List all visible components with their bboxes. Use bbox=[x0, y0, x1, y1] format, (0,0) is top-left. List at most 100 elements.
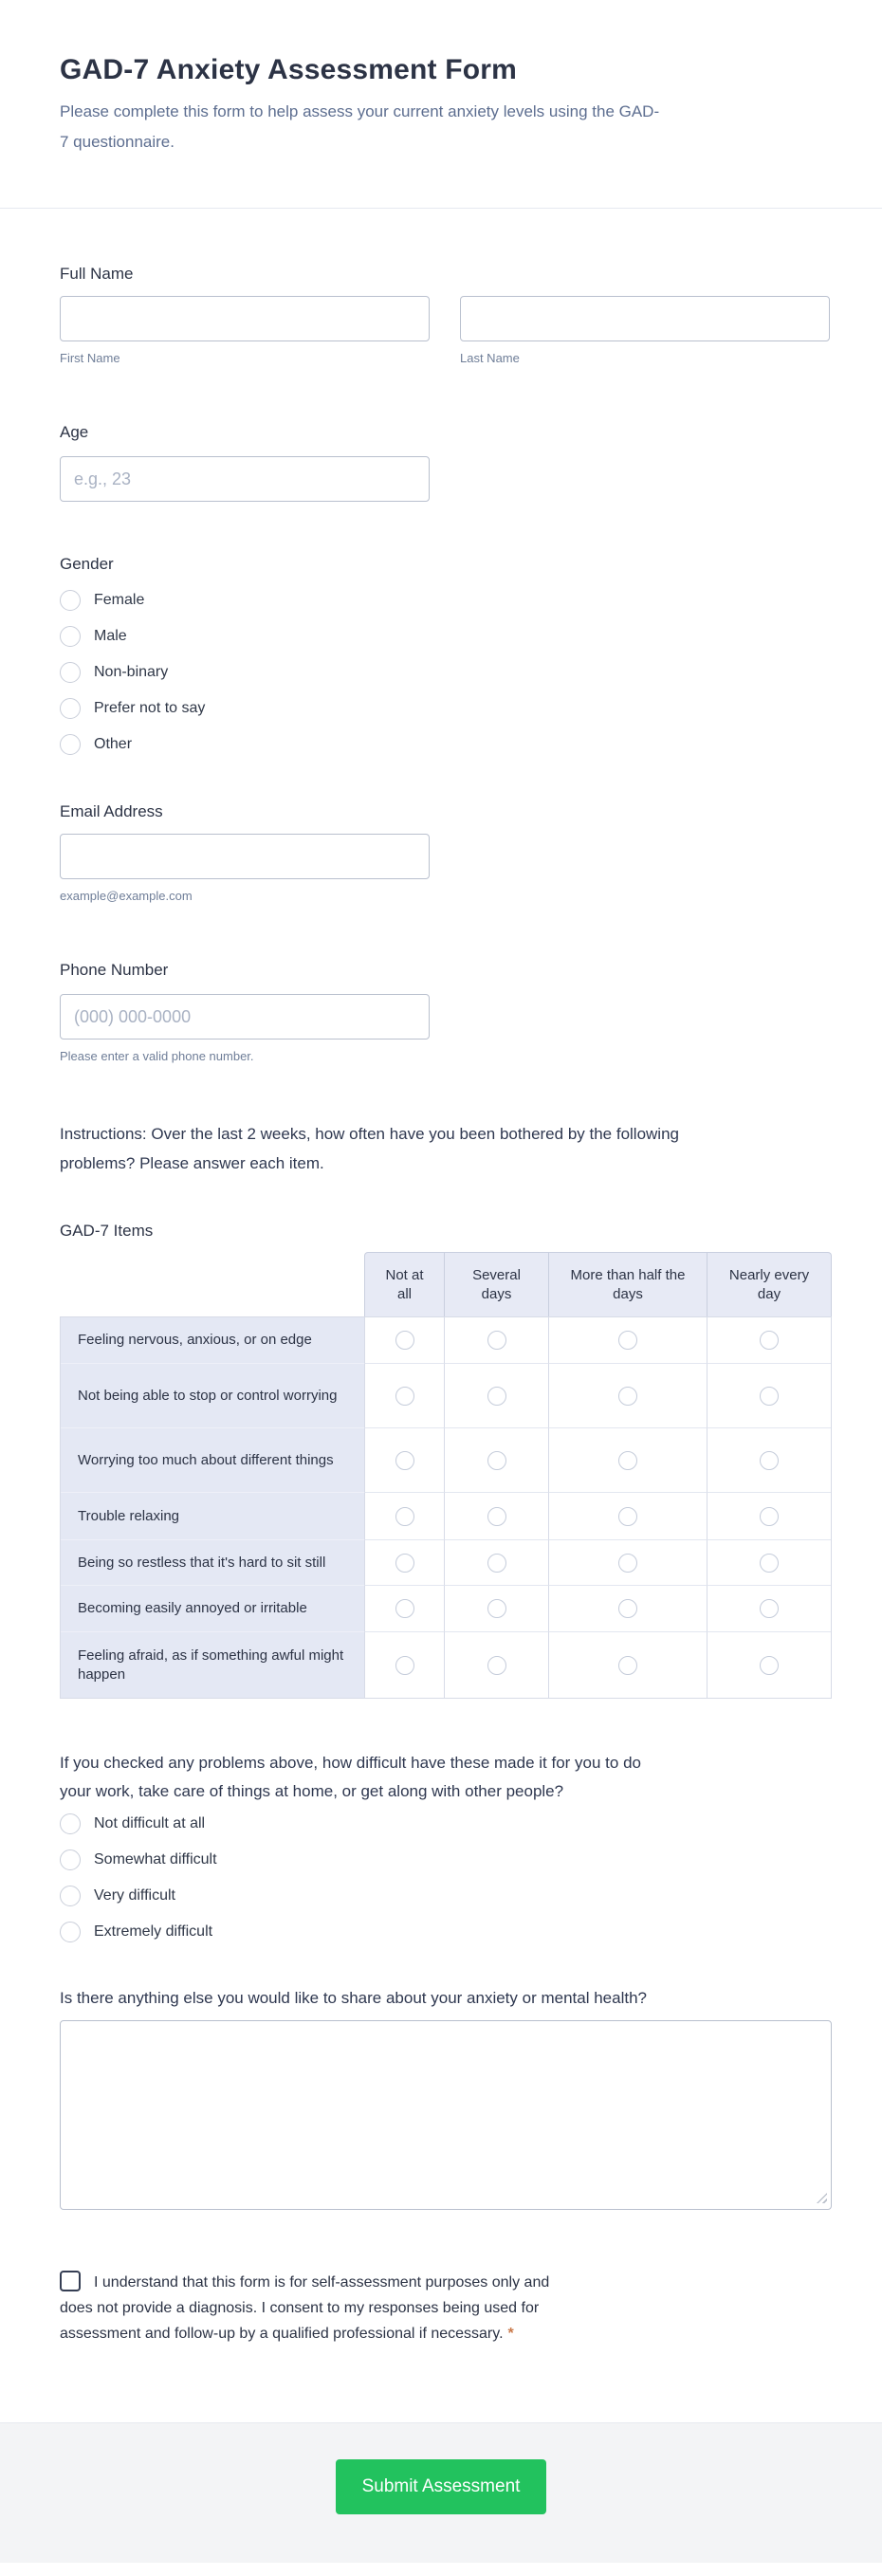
gad7-radio-cell[interactable] bbox=[707, 1631, 831, 1698]
gad7-radio-cell[interactable] bbox=[364, 1492, 444, 1539]
radio-icon[interactable] bbox=[487, 1599, 506, 1618]
radio-icon[interactable] bbox=[618, 1553, 637, 1573]
gad7-radio-cell[interactable] bbox=[548, 1539, 707, 1585]
gad7-radio-cell[interactable] bbox=[444, 1427, 548, 1492]
gad7-row-label: Feeling afraid, as if something awful mi… bbox=[61, 1631, 364, 1698]
gad7-radio-cell[interactable] bbox=[707, 1363, 831, 1427]
difficulty-options: Not difficult at all Somewhat difficult … bbox=[60, 1810, 832, 1946]
gad7-radio-cell[interactable] bbox=[444, 1631, 548, 1698]
radio-icon[interactable] bbox=[487, 1655, 506, 1675]
radio-icon[interactable] bbox=[60, 626, 81, 647]
table-row: Being so restless that it's hard to sit … bbox=[61, 1539, 831, 1585]
gender-option-female[interactable]: Female bbox=[60, 586, 832, 615]
radio-icon[interactable] bbox=[487, 1331, 506, 1350]
difficulty-option-extremely[interactable]: Extremely difficult bbox=[60, 1918, 832, 1946]
gad7-radio-cell[interactable] bbox=[548, 1427, 707, 1492]
radio-icon[interactable] bbox=[60, 662, 81, 683]
email-input[interactable] bbox=[60, 834, 430, 879]
radio-icon[interactable] bbox=[60, 734, 81, 755]
last-name-input[interactable] bbox=[460, 296, 830, 341]
gad7-row-label: Being so restless that it's hard to sit … bbox=[61, 1539, 364, 1585]
radio-icon[interactable] bbox=[618, 1506, 637, 1526]
radio-icon[interactable] bbox=[760, 1553, 779, 1573]
table-row: Trouble relaxing bbox=[61, 1492, 831, 1539]
radio-icon[interactable] bbox=[395, 1506, 414, 1526]
instructions-paragraph: Instructions: Over the last 2 weeks, how… bbox=[60, 1119, 832, 1178]
gad7-radio-cell[interactable] bbox=[444, 1363, 548, 1427]
radio-icon[interactable] bbox=[395, 1331, 414, 1350]
radio-icon[interactable] bbox=[487, 1553, 506, 1573]
share-textarea[interactable] bbox=[60, 2020, 832, 2210]
email-label: Email Address bbox=[60, 802, 163, 820]
radio-icon[interactable] bbox=[760, 1599, 779, 1618]
radio-icon[interactable] bbox=[60, 1886, 81, 1906]
phone-section: Phone Number Please enter a valid phone … bbox=[60, 958, 832, 1065]
radio-icon[interactable] bbox=[760, 1331, 779, 1350]
gad7-radio-cell[interactable] bbox=[548, 1363, 707, 1427]
radio-icon[interactable] bbox=[60, 1813, 81, 1834]
gender-option-other[interactable]: Other bbox=[60, 730, 832, 759]
phone-input[interactable] bbox=[60, 994, 430, 1040]
gad7-radio-cell[interactable] bbox=[364, 1539, 444, 1585]
gad7-row-label: Becoming easily annoyed or irritable bbox=[61, 1585, 364, 1631]
radio-icon[interactable] bbox=[487, 1386, 506, 1406]
gad7-radio-cell[interactable] bbox=[444, 1317, 548, 1363]
radio-icon[interactable] bbox=[760, 1450, 779, 1470]
email-hint: example@example.com bbox=[60, 889, 193, 903]
gad7-radio-cell[interactable] bbox=[364, 1585, 444, 1631]
radio-icon[interactable] bbox=[395, 1450, 414, 1470]
page-subtitle-line: 7 questionnaire. bbox=[60, 133, 175, 151]
radio-icon[interactable] bbox=[618, 1655, 637, 1675]
gad7-radio-cell[interactable] bbox=[444, 1585, 548, 1631]
radio-icon[interactable] bbox=[618, 1386, 637, 1406]
footer-divider bbox=[0, 2422, 882, 2423]
radio-icon[interactable] bbox=[395, 1386, 414, 1406]
radio-icon[interactable] bbox=[618, 1599, 637, 1618]
age-input[interactable] bbox=[60, 456, 430, 502]
gad7-radio-cell[interactable] bbox=[707, 1317, 831, 1363]
gender-option-label: Male bbox=[94, 628, 127, 644]
gad7-radio-cell[interactable] bbox=[364, 1631, 444, 1698]
difficulty-option-not-difficult[interactable]: Not difficult at all bbox=[60, 1810, 832, 1838]
radio-icon[interactable] bbox=[60, 1849, 81, 1870]
gad7-radio-cell[interactable] bbox=[548, 1317, 707, 1363]
radio-icon[interactable] bbox=[395, 1553, 414, 1573]
radio-icon[interactable] bbox=[60, 1922, 81, 1942]
radio-icon[interactable] bbox=[760, 1386, 779, 1406]
first-name-input[interactable] bbox=[60, 296, 430, 341]
table-row: Not being able to stop or control worryi… bbox=[61, 1363, 831, 1427]
share-section: Is there anything else you would like to… bbox=[60, 1986, 832, 2210]
radio-icon[interactable] bbox=[760, 1655, 779, 1675]
gad7-radio-cell[interactable] bbox=[364, 1317, 444, 1363]
radio-icon[interactable] bbox=[395, 1599, 414, 1618]
consent-text-line: assessment and follow-up by a qualified … bbox=[60, 2326, 504, 2342]
consent-section: I understand that this form is for self-… bbox=[60, 2270, 832, 2346]
gad7-radio-cell[interactable] bbox=[707, 1539, 831, 1585]
gad7-radio-cell[interactable] bbox=[548, 1585, 707, 1631]
difficulty-option-very[interactable]: Very difficult bbox=[60, 1882, 832, 1910]
gad7-radio-cell[interactable] bbox=[548, 1631, 707, 1698]
radio-icon[interactable] bbox=[60, 698, 81, 719]
gad7-radio-cell[interactable] bbox=[707, 1492, 831, 1539]
gad7-radio-cell[interactable] bbox=[707, 1585, 831, 1631]
radio-icon[interactable] bbox=[618, 1331, 637, 1350]
radio-icon[interactable] bbox=[618, 1450, 637, 1470]
radio-icon[interactable] bbox=[60, 590, 81, 611]
gad7-radio-cell[interactable] bbox=[707, 1427, 831, 1492]
radio-icon[interactable] bbox=[395, 1655, 414, 1675]
gad7-radio-cell[interactable] bbox=[364, 1363, 444, 1427]
gad7-radio-cell[interactable] bbox=[548, 1492, 707, 1539]
gad7-radio-cell[interactable] bbox=[444, 1492, 548, 1539]
gender-option-non-binary[interactable]: Non-binary bbox=[60, 658, 832, 687]
gender-option-label: Female bbox=[94, 592, 145, 608]
radio-icon[interactable] bbox=[760, 1506, 779, 1526]
gad7-radio-cell[interactable] bbox=[444, 1539, 548, 1585]
gender-option-prefer-not-to-say[interactable]: Prefer not to say bbox=[60, 694, 832, 723]
gender-option-male[interactable]: Male bbox=[60, 622, 832, 651]
difficulty-option-somewhat[interactable]: Somewhat difficult bbox=[60, 1846, 832, 1874]
submit-button[interactable]: Submit Assessment bbox=[336, 2459, 546, 2514]
consent-checkbox[interactable] bbox=[60, 2271, 81, 2291]
radio-icon[interactable] bbox=[487, 1450, 506, 1470]
gad7-radio-cell[interactable] bbox=[364, 1427, 444, 1492]
radio-icon[interactable] bbox=[487, 1506, 506, 1526]
